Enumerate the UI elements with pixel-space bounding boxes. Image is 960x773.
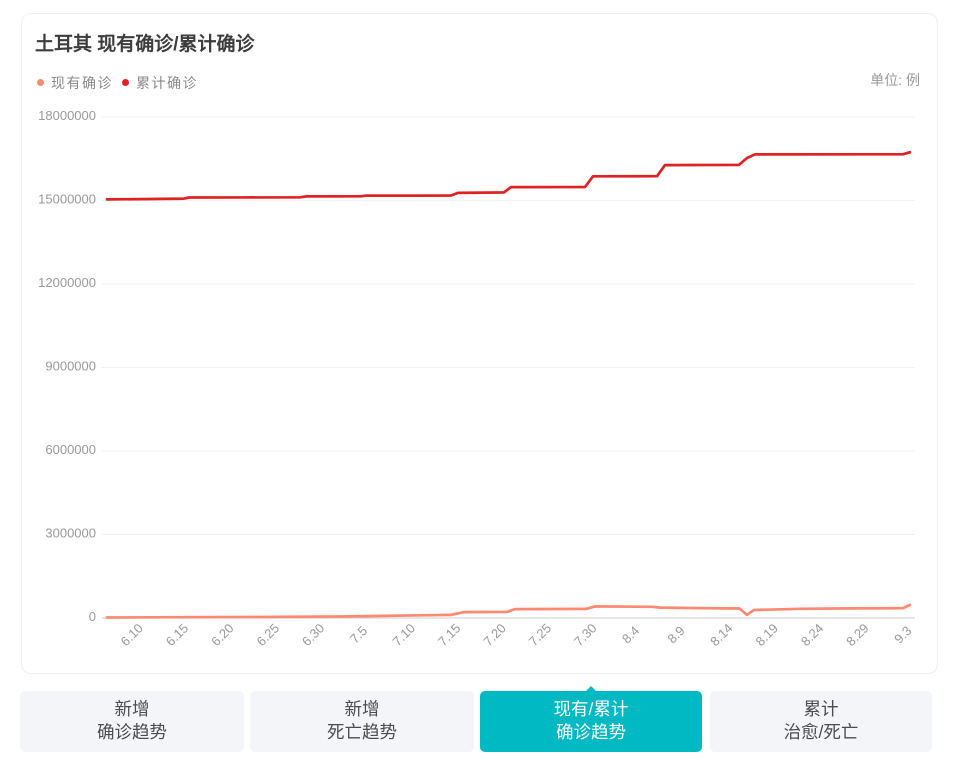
svg-text:12000000: 12000000 <box>38 275 96 290</box>
svg-text:15000000: 15000000 <box>38 192 96 207</box>
svg-text:9.3: 9.3 <box>891 623 914 646</box>
svg-text:6.30: 6.30 <box>299 620 328 649</box>
svg-text:6000000: 6000000 <box>45 442 96 457</box>
svg-text:8.9: 8.9 <box>664 623 687 646</box>
svg-text:7.25: 7.25 <box>526 620 555 649</box>
svg-text:7.5: 7.5 <box>347 623 370 646</box>
svg-text:0: 0 <box>89 609 96 624</box>
svg-text:6.25: 6.25 <box>254 620 283 649</box>
svg-text:9000000: 9000000 <box>45 359 96 374</box>
svg-text:7.15: 7.15 <box>435 620 464 649</box>
svg-text:6.10: 6.10 <box>117 620 146 649</box>
svg-text:7.20: 7.20 <box>480 620 509 649</box>
svg-text:7.10: 7.10 <box>390 620 419 649</box>
svg-text:8.29: 8.29 <box>843 620 872 649</box>
svg-text:3000000: 3000000 <box>45 526 96 541</box>
svg-text:18000000: 18000000 <box>38 108 96 123</box>
svg-text:6.15: 6.15 <box>163 620 192 649</box>
svg-text:8.14: 8.14 <box>707 620 736 649</box>
svg-text:8.19: 8.19 <box>752 620 781 649</box>
svg-text:8.4: 8.4 <box>619 623 642 646</box>
svg-text:7.30: 7.30 <box>571 620 600 649</box>
svg-text:8.24: 8.24 <box>798 620 827 649</box>
svg-text:6.20: 6.20 <box>208 620 237 649</box>
